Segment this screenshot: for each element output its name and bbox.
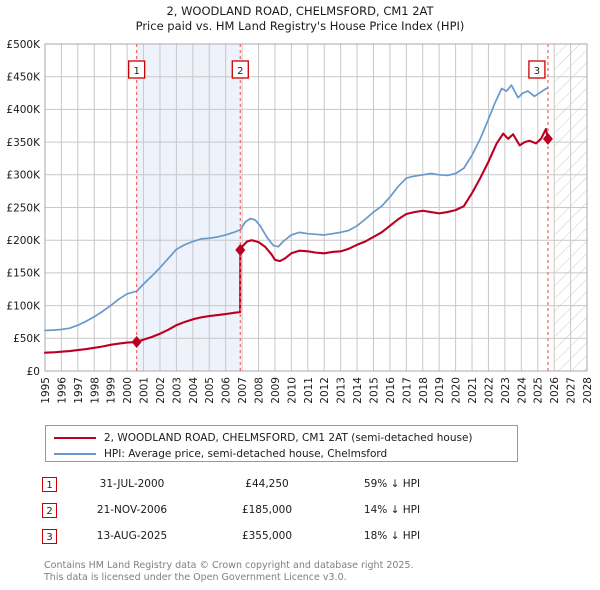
transaction-marker-badge: [127, 60, 146, 79]
legend-label-hpi: HPI: Average price, semi-detached house,…: [104, 447, 388, 460]
x-axis-tick-label: 2017: [401, 377, 413, 404]
attribution-footer: Contains HM Land Registry data © Crown c…: [44, 560, 574, 583]
x-axis-tick-label: 2019: [434, 377, 446, 404]
x-axis-tick-label: 2027: [566, 377, 578, 404]
footer-line-1: Contains HM Land Registry data © Crown c…: [44, 560, 414, 571]
transaction-date: 31-JUL-2000: [99, 478, 165, 490]
x-axis-tick-label: 2003: [171, 377, 183, 404]
x-axis-tick-label: 2006: [221, 377, 233, 404]
x-axis-tick-label: 2009: [270, 377, 282, 404]
transaction-price: £44,250: [245, 478, 289, 490]
y-axis-tick-label: £50K: [13, 333, 41, 345]
transaction-index-badge: 1: [42, 476, 57, 492]
x-axis-tick-label: 2001: [139, 377, 151, 404]
table-row: 2 21-NOV-2006 £185,000 14% ↓ HPI: [42, 497, 522, 523]
x-axis-tick-label: 2024: [516, 377, 528, 404]
x-axis-tick-label: 2014: [352, 377, 364, 404]
table-row: 1 31-JUL-2000 £44,250 59% ↓ HPI: [42, 471, 522, 497]
x-axis-tick-label: 2010: [286, 377, 298, 404]
plot-border: [44, 43, 588, 372]
title-line-2: Price paid vs. HM Land Registry's House …: [135, 19, 465, 33]
transaction-hpi-delta: 18% ↓ HPI: [363, 530, 421, 542]
y-axis-tick-label: £100K: [6, 300, 41, 312]
x-axis-tick-label: 2005: [204, 377, 216, 404]
price-paid-line: [43, 127, 549, 354]
chart-plot-area: £0 £50K £100K £150K £200K £250K £300K £350K £400…: [6, 39, 594, 404]
x-axis-tick-label: 2013: [336, 377, 348, 404]
chart-svg: £0 £50K £100K £150K £200K £250K £300K £350K £400…: [6, 39, 594, 404]
y-axis-tick-label: £0: [27, 366, 40, 378]
legend-label-price-paid: 2, WOODLAND ROAD, CHELMSFORD, CM1 2AT (s…: [104, 431, 473, 444]
transaction-marker-dot: [131, 336, 142, 349]
legend-swatch-price-paid: [54, 436, 96, 439]
page-title: 2, WOODLAND ROAD, CHELMSFORD, CM1 2AT Pr…: [0, 4, 600, 34]
y-axis-tick-label: £200K: [6, 235, 41, 247]
x-axis-tick-label: 2020: [451, 377, 463, 404]
chart-legend: 2, WOODLAND ROAD, CHELMSFORD, CM1 2AT (s…: [45, 425, 518, 462]
x-axis-tick-label: 2012: [319, 377, 331, 404]
legend-item-hpi: HPI: Average price, semi-detached house,…: [46, 446, 517, 461]
legend-swatch-hpi: [54, 452, 96, 455]
transaction-hpi-delta: 59% ↓ HPI: [363, 478, 421, 490]
x-axis-tick-label: 2015: [368, 377, 380, 404]
y-axis-tick-label: £450K: [6, 72, 41, 84]
transaction-marker-dot: [235, 244, 246, 257]
x-axis-tick-label: 2025: [533, 377, 545, 404]
title-line-1: 2, WOODLAND ROAD, CHELMSFORD, CM1 2AT: [166, 4, 434, 18]
x-axis-tick-label: 1999: [106, 377, 118, 404]
y-axis-tick-label: £400K: [6, 104, 41, 116]
transaction-marker-badge-label: 3: [534, 66, 540, 77]
x-axis-tick-label: 2008: [254, 377, 266, 404]
x-axis-tick-label: 1998: [89, 377, 101, 404]
y-axis-tick-label: £250K: [6, 202, 41, 214]
y-axis-tick-label: £500K: [6, 39, 41, 51]
x-axis-tick-label: 2007: [237, 377, 249, 404]
x-axis-tick-label: 2000: [122, 377, 134, 404]
x-axis-tick-label: 2026: [549, 377, 561, 404]
y-axis-tick-label: £150K: [6, 268, 41, 280]
footer-line-2: This data is licensed under the Open Gov…: [44, 571, 347, 583]
x-axis-tick-label: 2022: [483, 377, 495, 404]
x-axis-tick-label: 2023: [500, 377, 512, 404]
x-axis-tick-label: 2021: [467, 377, 479, 404]
transaction-marker-badge: [231, 60, 249, 79]
x-axis-tick-label: 2004: [188, 377, 200, 404]
transaction-hpi-delta: 14% ↓ HPI: [363, 504, 421, 516]
transaction-index-badge: 2: [42, 502, 57, 518]
transaction-marker-badge: [528, 60, 546, 79]
transaction-price: £355,000: [241, 530, 293, 542]
x-axis-tick-label: 2018: [418, 377, 430, 404]
table-row: 3 13-AUG-2025 £355,000 18% ↓ HPI: [42, 523, 522, 549]
transaction-marker-dot: [542, 132, 553, 145]
x-axis-tick-label: 2011: [303, 377, 315, 404]
transaction-marker-badge-label: 1: [133, 66, 139, 77]
transaction-index-badge: 3: [42, 528, 57, 544]
y-axis-tick-label: £350K: [6, 137, 41, 149]
x-axis-tick-label: 1995: [40, 377, 52, 404]
transaction-date: 21-NOV-2006: [96, 504, 168, 516]
hpi-average-line: [44, 84, 549, 332]
x-axis-tick-label: 1996: [56, 377, 68, 404]
legend-item-price-paid: 2, WOODLAND ROAD, CHELMSFORD, CM1 2AT (s…: [46, 430, 517, 445]
x-axis-tick-label: 2002: [155, 377, 167, 404]
y-axis-tick-label: £300K: [6, 170, 41, 182]
x-axis-tick-label: 2016: [385, 377, 397, 404]
transaction-date: 13-AUG-2025: [96, 530, 168, 542]
transactions-table: 1 31-JUL-2000 £44,250 59% ↓ HPI 2 21-NOV…: [42, 471, 522, 549]
transaction-price: £185,000: [241, 504, 293, 516]
x-axis-tick-label: 1997: [73, 377, 85, 404]
x-axis-tick-label: 2028: [582, 377, 594, 404]
transaction-marker-badge-label: 2: [237, 66, 243, 77]
